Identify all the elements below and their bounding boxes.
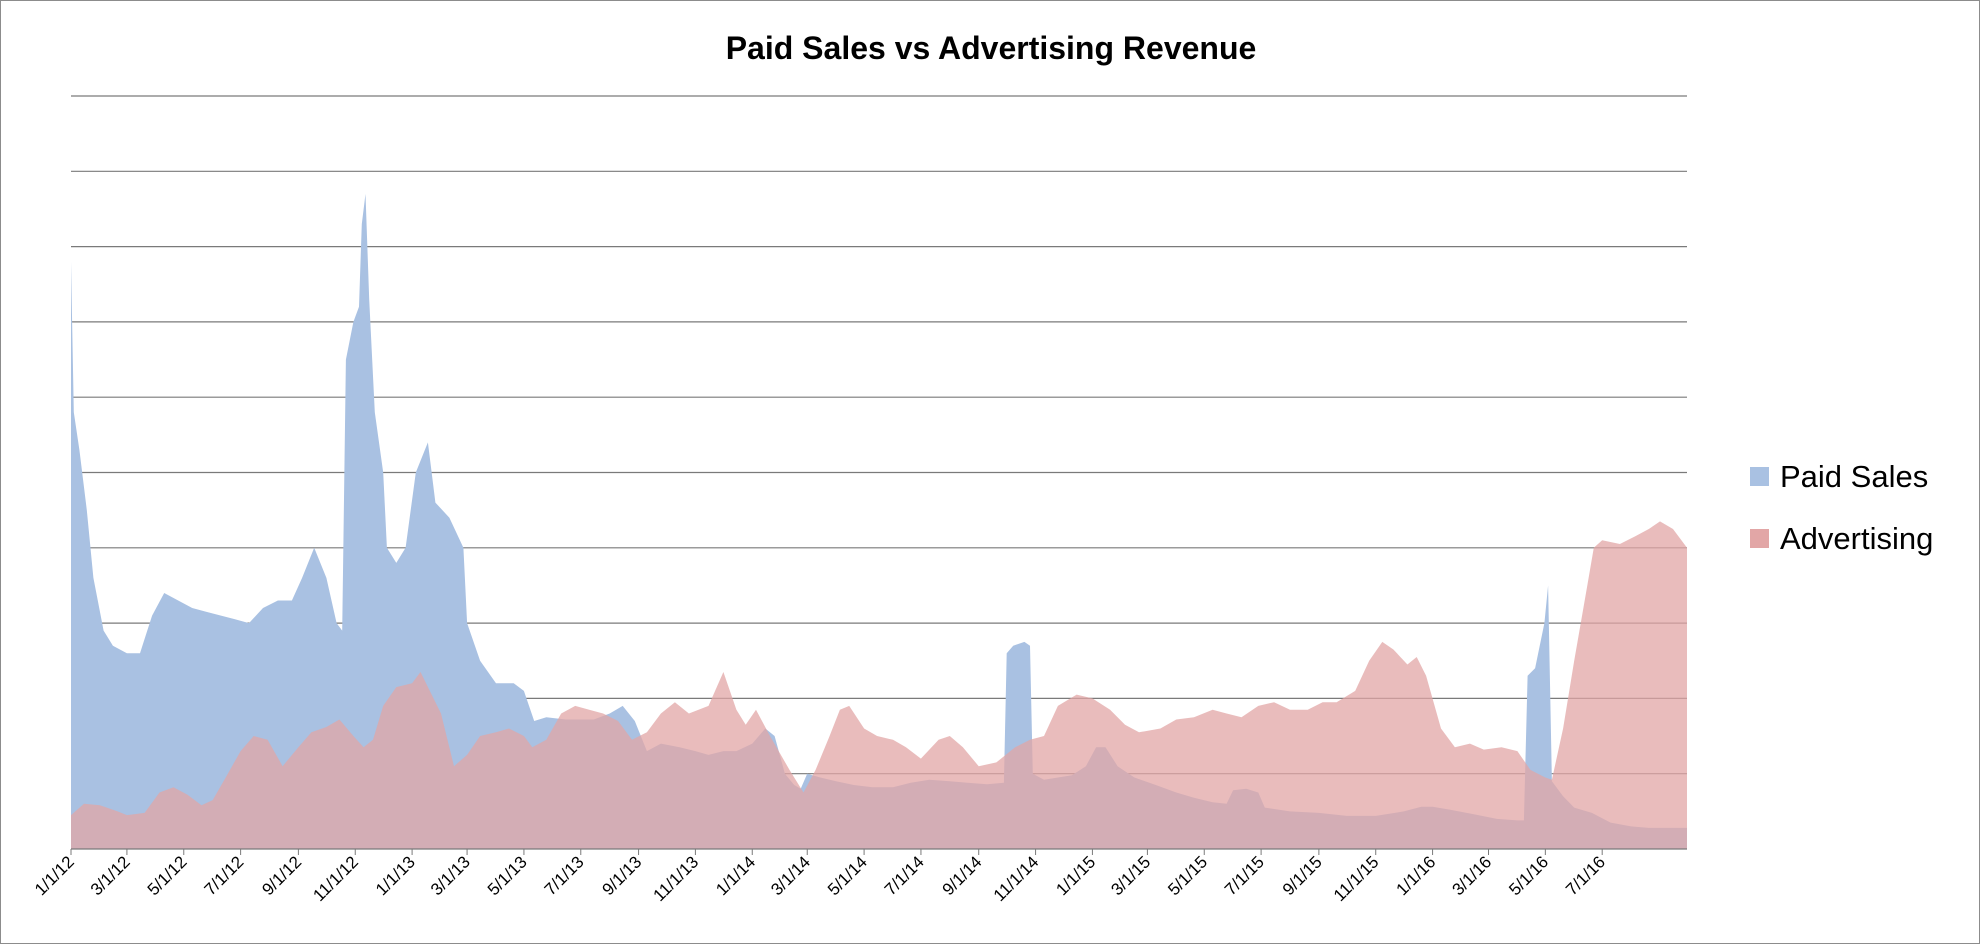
x-tick-label: 11/1/15: [1330, 852, 1383, 905]
x-axis: 1/1/12 3/1/12 5/1/12 7/1/12 9/1/12 11/1/12 1/1…: [31, 848, 1687, 905]
area-series-advertising: [71, 521, 1687, 849]
x-tick-label: 5/1/15: [1164, 852, 1211, 899]
x-tick-label: 3/1/12: [87, 852, 134, 899]
plot-areas: [71, 193, 1687, 849]
x-tick-label: 7/1/14: [881, 852, 928, 899]
x-tick-label: 7/1/13: [541, 852, 588, 899]
x-tick-label: 7/1/16: [1562, 852, 1609, 899]
x-tick-label: 9/1/13: [599, 852, 646, 899]
x-tick-label: 9/1/15: [1279, 852, 1326, 899]
x-tick-label: 11/1/14: [990, 852, 1043, 905]
x-tick-label: 3/1/14: [767, 852, 814, 899]
area-series-paid-sales: [71, 193, 1687, 849]
x-tick-label: 11/1/13: [650, 852, 703, 905]
x-tick-label: 1/1/15: [1052, 852, 1099, 899]
x-tick-label: 7/1/12: [201, 852, 248, 899]
legend-swatch: [1750, 467, 1769, 486]
x-tick-label: 5/1/13: [484, 852, 531, 899]
x-tick-label: 1/1/13: [372, 852, 419, 899]
x-tick-label: 3/1/16: [1448, 852, 1495, 899]
x-tick-label: 5/1/12: [144, 852, 191, 899]
legend-label: Advertising: [1780, 521, 1933, 556]
x-tick-label: 11/1/12: [309, 852, 362, 905]
legend-swatch: [1750, 529, 1769, 548]
x-tick-label: 1/1/12: [31, 852, 78, 899]
x-tick-label: 5/1/16: [1505, 852, 1552, 899]
legend-label: Paid Sales: [1780, 459, 1928, 494]
legend: Paid Sales Advertising: [1750, 459, 1933, 556]
x-tick-label: 1/1/14: [712, 852, 759, 899]
x-tick-label: 9/1/12: [258, 852, 305, 899]
x-tick-label: 3/1/15: [1107, 852, 1154, 899]
x-tick-label: 3/1/13: [427, 852, 474, 899]
x-tick-label: 1/1/16: [1393, 852, 1440, 899]
x-tick-label: 7/1/15: [1221, 852, 1268, 899]
chart-title: Paid Sales vs Advertising Revenue: [726, 30, 1257, 66]
x-tick-label: 9/1/14: [939, 852, 986, 899]
x-tick-label: 5/1/14: [824, 852, 871, 899]
